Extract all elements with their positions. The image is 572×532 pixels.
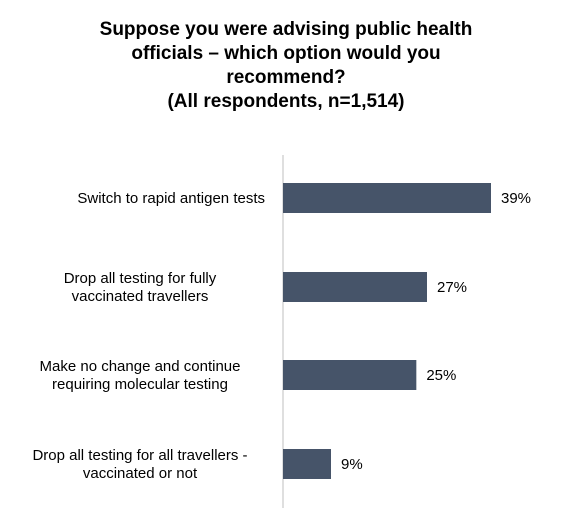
data-label-3: 25% — [426, 367, 456, 384]
category-label-1-line-1: Switch to rapid antigen tests — [77, 190, 265, 207]
bar-2 — [283, 272, 427, 302]
category-label-4-line-2: vaccinated or not — [83, 465, 198, 482]
category-label-3-line-2: requiring molecular testing — [52, 376, 228, 393]
category-label-1: Switch to rapid antigen tests — [77, 190, 265, 207]
bar-4 — [283, 449, 331, 479]
category-label-2-line-2: vaccinated travellers — [72, 288, 209, 305]
chart-title: Suppose you were advising public health … — [0, 18, 572, 114]
chart-title-line-3: recommend? — [226, 67, 346, 88]
chart-title-line-2: officials – which option would you — [131, 43, 441, 64]
data-label-1: 39% — [501, 190, 531, 207]
bar-3 — [283, 360, 417, 390]
bar-1 — [283, 183, 491, 213]
chart-title-line-4: (All respondents, n=1,514) — [167, 91, 405, 112]
category-label-4: Drop all testing for all travellers -vac… — [32, 447, 247, 482]
chart-title-line-1: Suppose you were advising public health — [99, 19, 473, 40]
data-label-4: 9% — [341, 456, 363, 473]
data-label-2: 27% — [437, 279, 467, 296]
category-label-2-line-1: Drop all testing for fully — [64, 270, 217, 287]
category-label-4-line-1: Drop all testing for all travellers - — [32, 447, 247, 464]
category-label-3-line-1: Make no change and continue — [40, 358, 241, 375]
